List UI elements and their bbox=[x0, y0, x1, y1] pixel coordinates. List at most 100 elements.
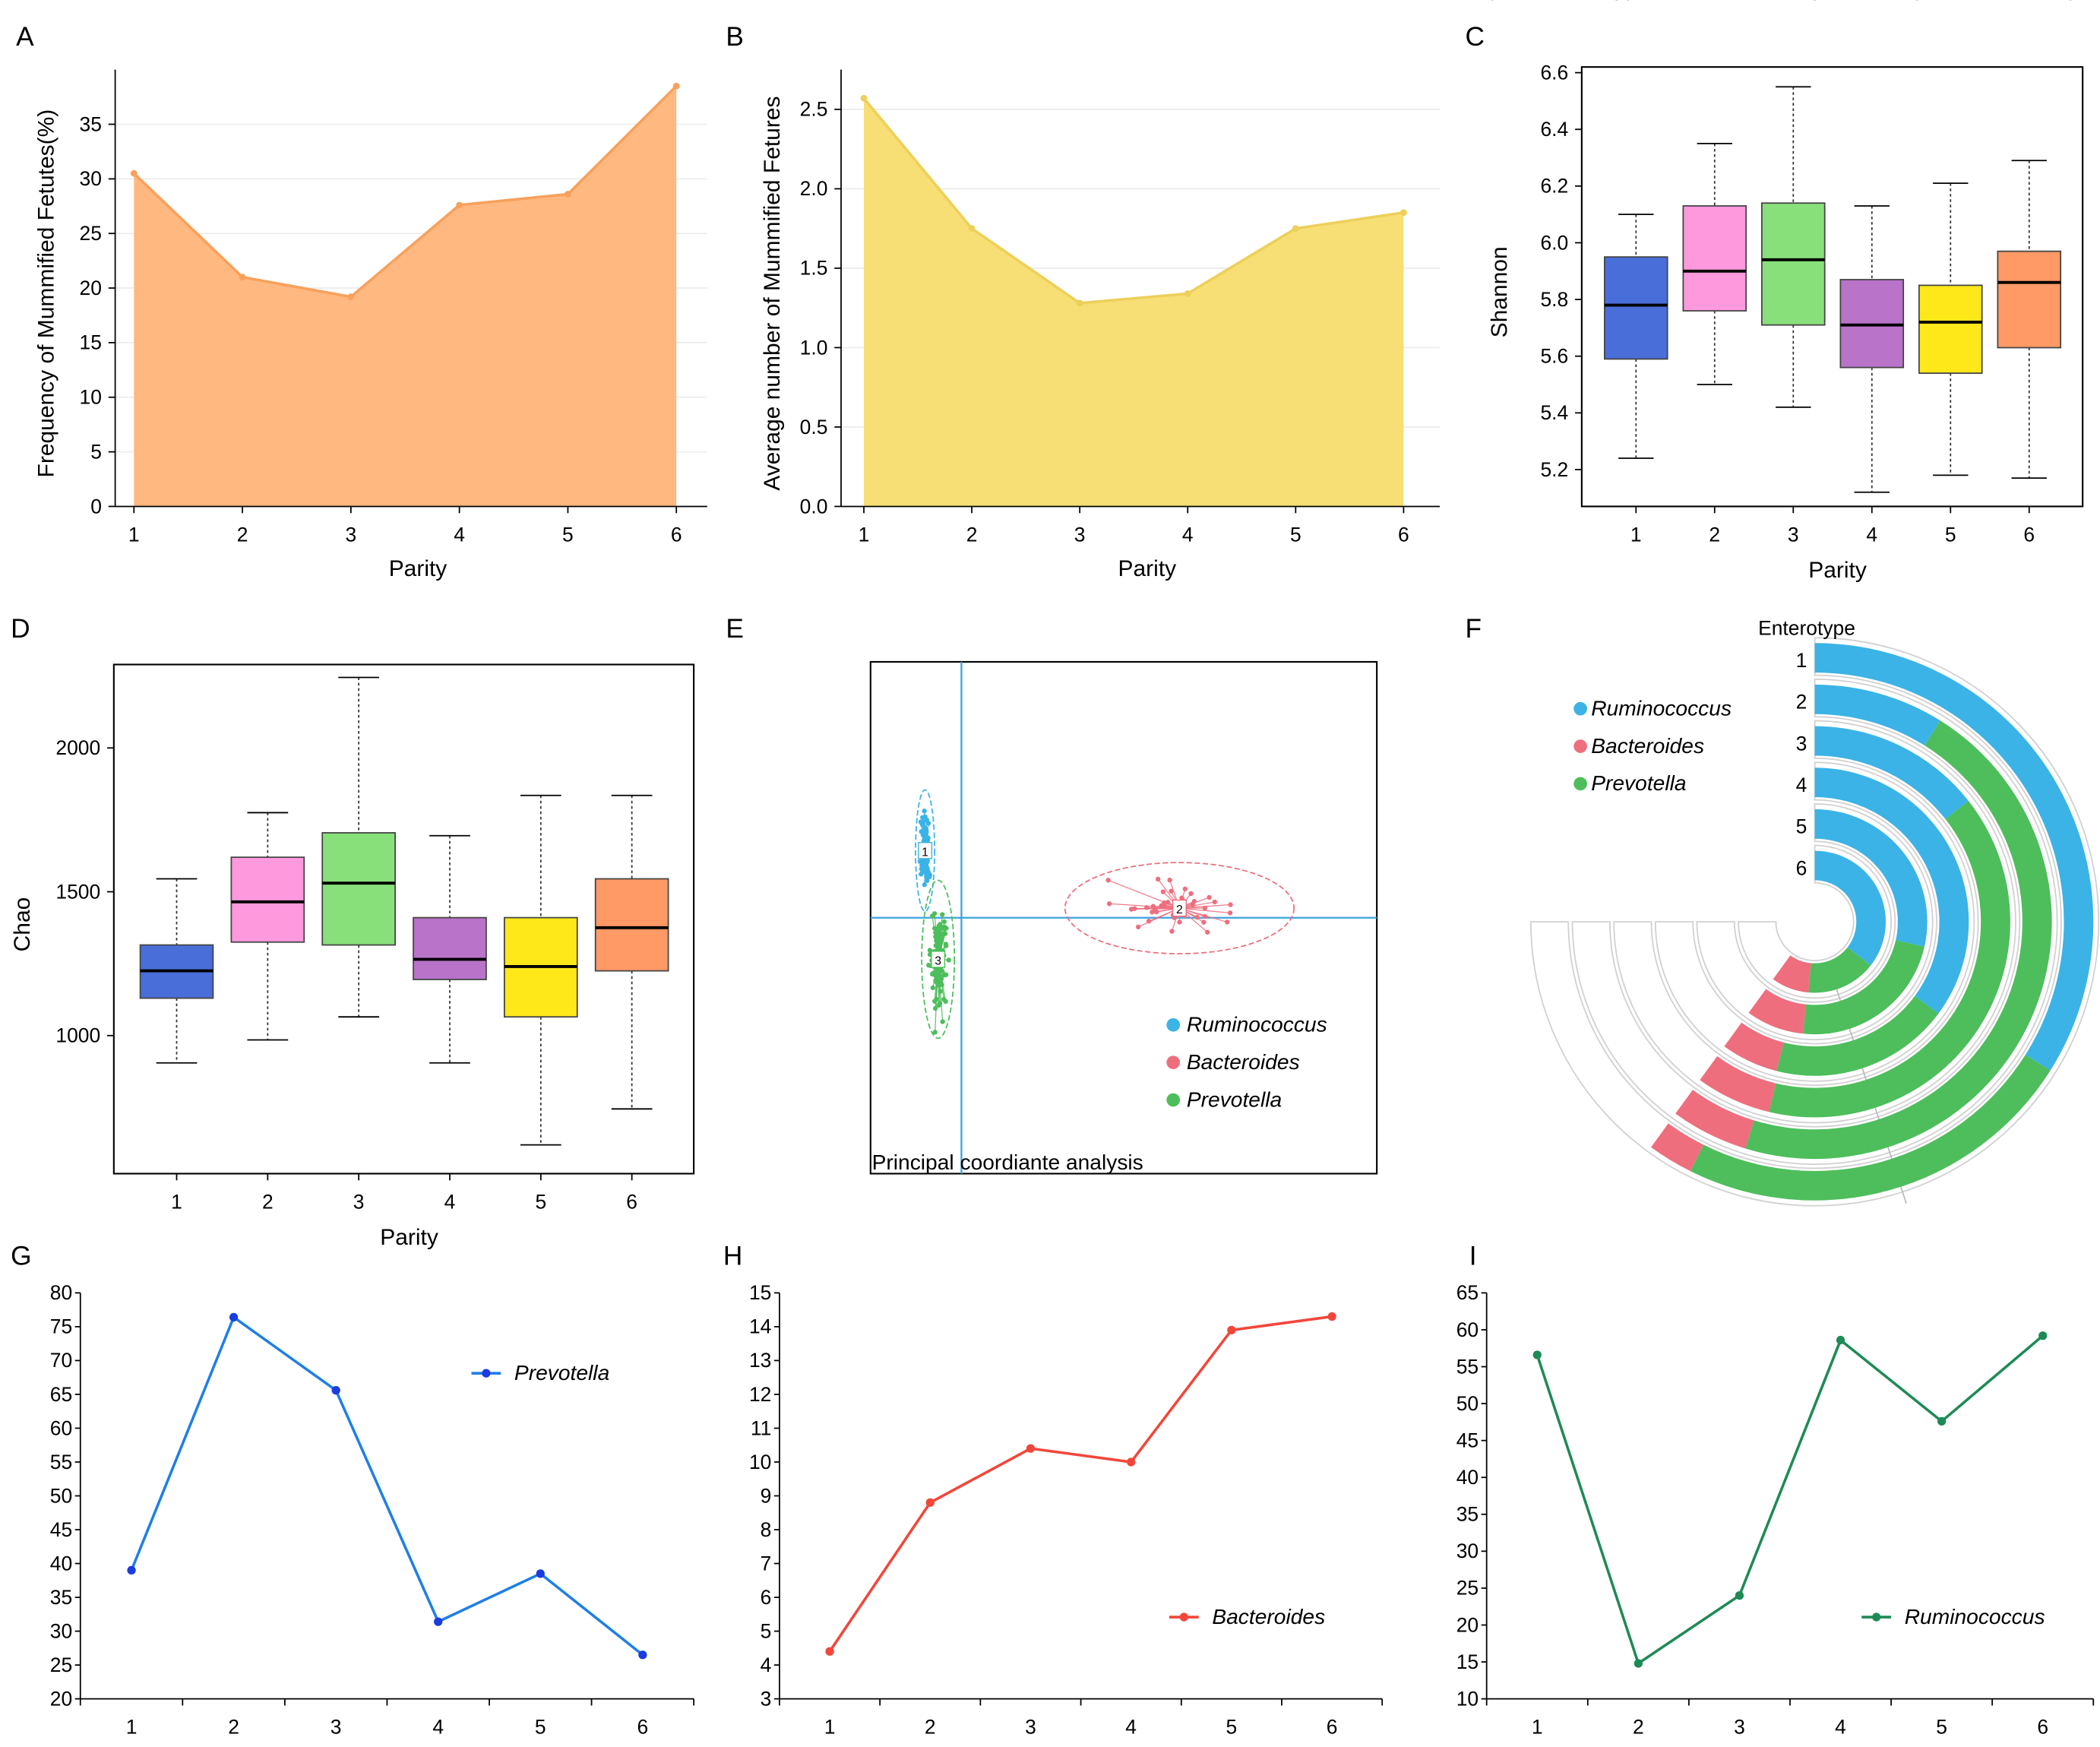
ring-track bbox=[1613, 720, 2016, 1124]
box-1 bbox=[139, 878, 214, 1064]
box-2 bbox=[1682, 143, 1747, 385]
ring-track bbox=[1654, 761, 1975, 1082]
ring-4 bbox=[1724, 767, 1969, 1076]
sample-point bbox=[922, 882, 928, 888]
y-tick-label: 6.0 bbox=[1540, 231, 1568, 254]
panel-label-e: E bbox=[726, 614, 744, 644]
x-tick-label: 5 bbox=[535, 1190, 546, 1213]
sample-point bbox=[917, 859, 923, 864]
sample-point bbox=[1225, 919, 1230, 925]
pcoa-chart: 1 2 3 Ruminococcus Bacteroides Prevotella Prin… bbox=[869, 660, 1378, 1175]
centroid-label: 2 bbox=[1176, 904, 1183, 916]
panel-label-f: F bbox=[1466, 614, 1482, 644]
y-tick-label: 0.0 bbox=[800, 495, 828, 517]
x-tick-label: 5 bbox=[1226, 1715, 1238, 1738]
ring-segment-bacteroides bbox=[1724, 1022, 1784, 1071]
ring-label: 3 bbox=[1796, 732, 1807, 755]
x-tick-label: 4 bbox=[1835, 1715, 1846, 1738]
y-tick-label: 13 bbox=[749, 1349, 771, 1372]
sample-point bbox=[919, 866, 925, 872]
series-line bbox=[828, 1315, 1333, 1653]
sample-point bbox=[940, 1019, 945, 1024]
data-point bbox=[347, 293, 355, 300]
data-point bbox=[1076, 299, 1083, 307]
sample-point bbox=[924, 828, 929, 834]
x-tick-label: 6 bbox=[2037, 1715, 2048, 1738]
area-chart-a: 0 5 10 15 20 25 30 35 1 2 3 4 5 6 Parity Frequency of M… bbox=[34, 69, 707, 581]
box-body bbox=[1918, 284, 1983, 374]
y-tick-label: 2.5 bbox=[800, 98, 828, 121]
ring-label: 4 bbox=[1796, 774, 1807, 796]
ring-segment-bacteroides bbox=[1748, 989, 1807, 1034]
box-5 bbox=[504, 794, 578, 1146]
y-tick-label: 1.0 bbox=[800, 336, 828, 359]
y-tick-label: 65 bbox=[1456, 1281, 1479, 1304]
x-tick-label: 6 bbox=[637, 1715, 648, 1738]
sample-point bbox=[1202, 913, 1207, 919]
y-tick-label: 10 bbox=[80, 386, 102, 409]
data-point bbox=[925, 1498, 935, 1508]
spoke bbox=[1134, 907, 1180, 910]
y-tick-label: 50 bbox=[1456, 1392, 1479, 1415]
x-tick-label: 6 bbox=[1327, 1715, 1338, 1738]
panel-label-c: C bbox=[1466, 22, 1485, 52]
x-axis-label: Parity bbox=[1118, 556, 1177, 581]
x-tick-label: 4 bbox=[1125, 1715, 1137, 1738]
y-tick-label: 70 bbox=[50, 1349, 72, 1372]
x-tick-label: 3 bbox=[353, 1190, 365, 1213]
sample-point bbox=[1135, 924, 1141, 929]
data-point bbox=[456, 201, 463, 209]
y-tick-label: 15 bbox=[749, 1281, 771, 1304]
data-point bbox=[1026, 1444, 1036, 1453]
data-point bbox=[1937, 1416, 1947, 1426]
scale-label: 125 bbox=[1465, 0, 1498, 5]
y-tick-label: 25 bbox=[80, 222, 102, 245]
legend-label: Ruminococcus bbox=[1591, 695, 1732, 720]
y-tick-label: 5.6 bbox=[1540, 345, 1568, 368]
ring-6 bbox=[1773, 850, 1887, 993]
legend-label: Bacteroides bbox=[1212, 1604, 1325, 1628]
y-axis-label: Frequency of Mummified Fetutes(%) bbox=[34, 109, 59, 478]
x-tick-label: 4 bbox=[444, 1190, 456, 1213]
box-body bbox=[1604, 256, 1668, 360]
ring-segment-prevotella bbox=[1690, 1055, 2051, 1201]
box-3 bbox=[321, 676, 396, 1018]
sample-point bbox=[938, 989, 943, 994]
data-point bbox=[1127, 1457, 1136, 1467]
data-point bbox=[239, 274, 246, 281]
sample-point bbox=[1106, 901, 1112, 907]
x-tick-label: 3 bbox=[1025, 1715, 1036, 1738]
y-tick-label: 65 bbox=[50, 1383, 72, 1406]
ring-1 bbox=[1651, 643, 2094, 1201]
y-tick-label: 14 bbox=[749, 1315, 771, 1338]
x-tick-label: 2 bbox=[228, 1715, 239, 1738]
ring-segment-bacteroides bbox=[1675, 1090, 1754, 1149]
ring-segment-ruminococcus bbox=[1814, 850, 1887, 966]
box-6 bbox=[1997, 160, 2062, 479]
y-tick-label: 2000 bbox=[55, 736, 100, 759]
y-tick-label: 5.2 bbox=[1540, 458, 1568, 481]
box-body bbox=[321, 832, 396, 946]
x-tick-label: 5 bbox=[1945, 523, 1956, 546]
y-tick-label: 30 bbox=[1456, 1540, 1479, 1562]
panel-label-h: H bbox=[723, 1241, 742, 1271]
y-tick-label: 5 bbox=[90, 440, 102, 463]
sample-point bbox=[1169, 929, 1175, 934]
ring-segment-bacteroides bbox=[1773, 955, 1811, 993]
x-tick-label: 6 bbox=[671, 523, 682, 546]
scale-label: 50 bbox=[2098, 0, 2100, 5]
box-5 bbox=[1918, 182, 1983, 476]
y-tick-label: 1.5 bbox=[800, 257, 828, 280]
y-tick-label: 80 bbox=[50, 1281, 72, 1304]
legend-marker bbox=[1166, 1018, 1181, 1032]
scale-label: 75 bbox=[1900, 0, 1922, 5]
sample-point bbox=[1182, 886, 1188, 891]
ring-track bbox=[1571, 679, 2058, 1166]
sample-point bbox=[1105, 878, 1111, 883]
x-tick-label: 5 bbox=[535, 1715, 546, 1738]
sample-point bbox=[940, 912, 945, 917]
y-axis-label: Average number of Mummified Fetures bbox=[760, 97, 785, 491]
sample-point bbox=[924, 874, 929, 879]
sample-point bbox=[944, 943, 949, 948]
ring-segment-ruminococcus bbox=[1814, 643, 2094, 1071]
